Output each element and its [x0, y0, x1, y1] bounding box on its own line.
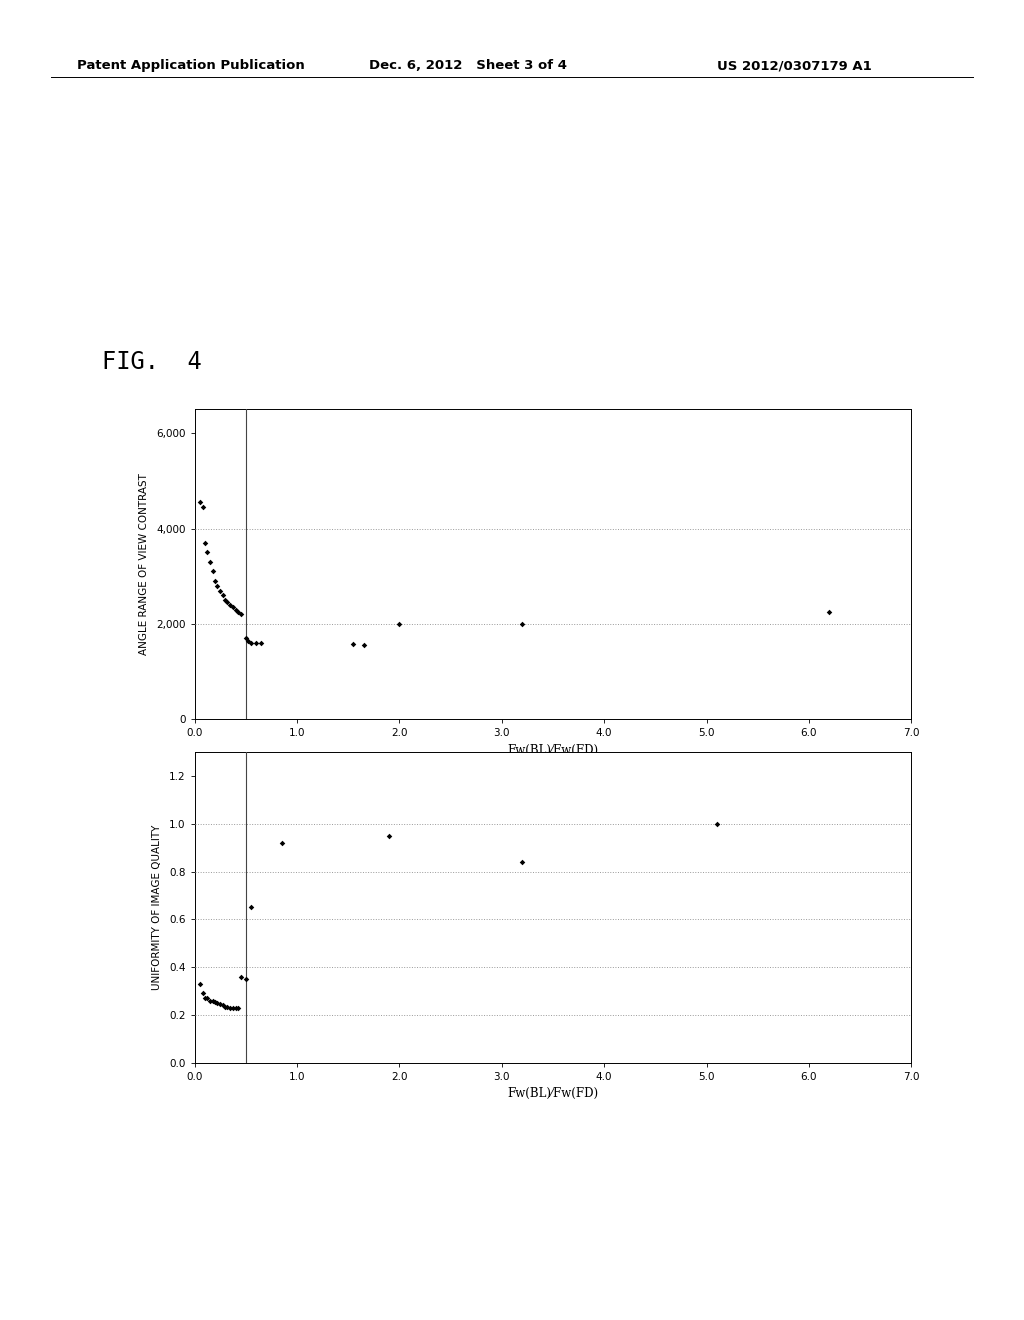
- Point: [212, 579, 228, 601]
- Point: [709, 813, 725, 834]
- Point: [197, 987, 213, 1008]
- Point: [219, 591, 236, 612]
- Y-axis label: UNIFORMITY OF IMAGE QUALITY: UNIFORMITY OF IMAGE QUALITY: [152, 825, 162, 990]
- Point: [215, 995, 231, 1016]
- Point: [225, 597, 242, 618]
- Point: [225, 997, 242, 1018]
- Point: [222, 997, 239, 1018]
- Point: [232, 966, 249, 987]
- Point: [248, 632, 264, 653]
- Point: [227, 599, 244, 620]
- Point: [217, 997, 233, 1018]
- Point: [253, 632, 269, 653]
- Point: [514, 614, 530, 635]
- Point: [215, 585, 231, 606]
- Point: [273, 833, 290, 854]
- Point: [202, 552, 218, 573]
- Point: [227, 997, 244, 1018]
- Text: Dec. 6, 2012   Sheet 3 of 4: Dec. 6, 2012 Sheet 3 of 4: [369, 59, 566, 73]
- Point: [209, 993, 225, 1014]
- Point: [195, 496, 211, 517]
- Point: [197, 532, 213, 553]
- Point: [229, 997, 246, 1018]
- Point: [207, 570, 223, 591]
- Point: [243, 898, 259, 919]
- Point: [391, 614, 408, 635]
- Point: [240, 630, 256, 651]
- Point: [243, 632, 259, 653]
- Point: [195, 983, 211, 1005]
- Point: [355, 635, 372, 656]
- Point: [238, 969, 254, 990]
- Y-axis label: ANGLE RANGE OF VIEW CONTRAST: ANGLE RANGE OF VIEW CONTRAST: [139, 474, 150, 655]
- Point: [209, 576, 225, 597]
- Point: [199, 541, 215, 562]
- Point: [212, 994, 228, 1015]
- Point: [345, 634, 361, 655]
- Text: US 2012/0307179 A1: US 2012/0307179 A1: [717, 59, 871, 73]
- Point: [199, 987, 215, 1008]
- X-axis label: Fw(BL)⁄Fw(FD): Fw(BL)⁄Fw(FD): [508, 744, 598, 756]
- Point: [191, 973, 208, 994]
- Point: [217, 590, 233, 611]
- Text: Patent Application Publication: Patent Application Publication: [77, 59, 304, 73]
- Point: [205, 990, 221, 1011]
- Point: [381, 825, 397, 846]
- Point: [202, 990, 218, 1011]
- Point: [821, 602, 838, 623]
- Point: [205, 561, 221, 582]
- Point: [191, 491, 208, 512]
- Point: [219, 997, 236, 1018]
- Point: [238, 628, 254, 649]
- X-axis label: Fw(BL)⁄Fw(FD): Fw(BL)⁄Fw(FD): [508, 1088, 598, 1100]
- Point: [232, 603, 249, 624]
- Point: [229, 602, 246, 623]
- Point: [514, 851, 530, 873]
- Point: [207, 991, 223, 1012]
- Text: FIG.  4: FIG. 4: [102, 350, 202, 374]
- Point: [222, 594, 239, 615]
